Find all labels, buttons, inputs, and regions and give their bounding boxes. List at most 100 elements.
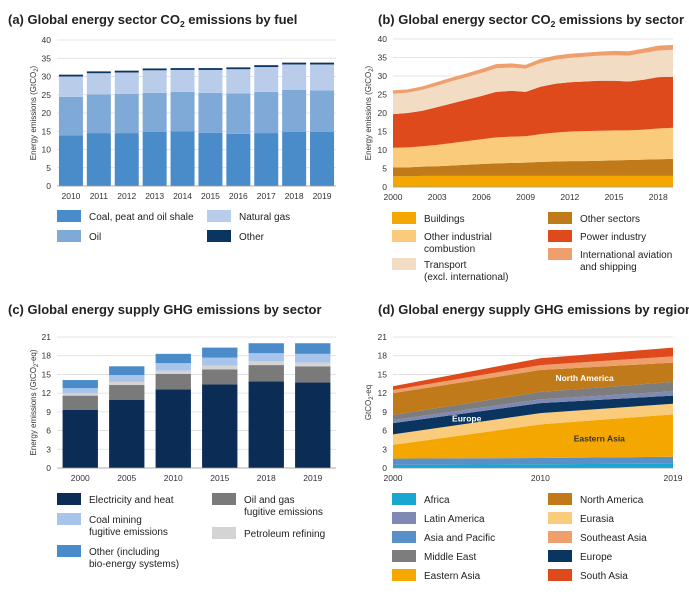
legend-swatch (57, 230, 81, 242)
y-tick-label: 15 (378, 127, 388, 137)
area-series (393, 347, 673, 391)
legend-label: International aviation and shipping (580, 250, 672, 273)
legend-label: Southeast Asia (580, 533, 647, 544)
bar-segment (198, 92, 223, 133)
bar-segment (58, 76, 83, 97)
legend-label: Other (239, 232, 265, 243)
area-series (393, 158, 673, 177)
bar-segment (254, 65, 279, 68)
bar-segment (155, 373, 191, 390)
legend-swatch (548, 493, 572, 505)
bar-segment (310, 131, 335, 186)
legend-label: Other industrial combustion (424, 232, 492, 255)
y-tick-label: 40 (378, 34, 388, 44)
legend-label: Coal, peat and oil shale (89, 212, 194, 223)
y-tick-label: 15 (378, 369, 388, 379)
x-tick-label: 2012 (560, 192, 579, 202)
y-tick-label: 3 (382, 444, 387, 454)
y-tick-label: 35 (378, 53, 388, 63)
legend-label: Oil (89, 232, 101, 243)
legend-swatch (57, 493, 81, 505)
bar-segment (282, 64, 307, 91)
y-tick-label: 25 (42, 90, 52, 100)
legend-label: Natural gas (239, 212, 290, 223)
bar-segment (142, 70, 167, 93)
x-tick-label: 2000 (384, 192, 403, 202)
bar-segment (282, 131, 307, 186)
y-tick-label: 30 (378, 71, 388, 81)
bar-segment (282, 62, 307, 65)
area-annotation: Eastern Asia (574, 434, 625, 444)
x-tick-label: 2000 (384, 473, 403, 483)
y-tick-label: 21 (42, 332, 52, 342)
area-annotation: Europe (452, 413, 482, 423)
y-tick-label: 10 (378, 145, 388, 155)
area-series (393, 395, 673, 435)
legend-label: Power industry (580, 232, 646, 243)
y-tick-label: 3 (46, 444, 51, 454)
x-tick-label: 2014 (173, 191, 192, 201)
legend-swatch (57, 210, 81, 222)
y-tick-label: 9 (382, 407, 387, 417)
bar-segment (142, 68, 167, 71)
y-tick-label: 30 (42, 72, 52, 82)
x-tick-label: 2010 (531, 473, 550, 483)
area-series (393, 175, 673, 187)
bar-segment (226, 69, 251, 94)
y-axis-label: Energy emissions (GtCO2) (364, 65, 375, 160)
bar-segment (114, 70, 139, 73)
y-tick-label: 35 (42, 53, 52, 63)
bar-segment (226, 133, 251, 186)
bar-segment (202, 384, 238, 468)
legend-swatch (392, 531, 416, 543)
x-tick-label: 2011 (90, 191, 109, 201)
bar-segment (248, 381, 284, 468)
bar-segment (310, 64, 335, 91)
y-tick-label: 0 (46, 463, 51, 473)
area-series (393, 356, 673, 394)
y-tick-label: 0 (46, 181, 51, 191)
y-tick-label: 18 (42, 351, 52, 361)
legend-label: Oil and gas fugitive emissions (244, 495, 323, 518)
bar-segment (155, 363, 191, 371)
legend-swatch (392, 550, 416, 562)
bar-segment (202, 347, 238, 358)
legend-label: Transport (excl. international) (424, 260, 508, 283)
legend-label: Europe (580, 552, 613, 563)
legend-swatch (548, 569, 572, 581)
legend-label: Other (including bio-energy systems) (89, 547, 179, 570)
bar-segment (198, 69, 223, 93)
area-series (393, 76, 673, 148)
bar-segment (170, 131, 195, 186)
bar-segment (86, 94, 111, 134)
bar-segment (248, 365, 284, 382)
legend-swatch (57, 513, 81, 525)
panel-c: (c) Global energy supply GHG emissions b… (8, 302, 336, 570)
chart-title: (b) Global energy sector CO2 emissions b… (378, 12, 684, 29)
bar-segment (142, 92, 167, 132)
panel-d: (d) Global energy supply GHG emissions b… (364, 302, 689, 582)
legend-swatch (392, 493, 416, 505)
x-tick-label: 2019 (664, 473, 683, 483)
legend-label: Eurasia (580, 514, 614, 525)
x-tick-label: 2015 (201, 191, 220, 201)
bar-segment (58, 135, 83, 186)
x-tick-label: 2016 (229, 191, 248, 201)
x-tick-label: 2013 (145, 191, 164, 201)
bar-segment (254, 67, 279, 92)
panel-b: (b) Global energy sector CO2 emissions b… (364, 12, 684, 283)
y-axis-label: Energy emissions (GtCO2) (29, 65, 40, 160)
area-series (393, 362, 673, 415)
area-series (393, 49, 673, 115)
area-series (393, 403, 673, 445)
bar-segment (62, 388, 98, 394)
y-axis-label: Energy emissions (GtCO2-eq) (29, 349, 40, 455)
bar-segment (295, 353, 331, 363)
y-tick-label: 0 (382, 463, 387, 473)
legend-swatch (207, 230, 231, 242)
legend-label: Coal mining fugitive emissions (89, 515, 168, 538)
x-tick-label: 2015 (210, 473, 229, 483)
bar-segment (62, 409, 98, 468)
y-tick-label: 12 (42, 388, 52, 398)
y-tick-label: 40 (42, 35, 52, 45)
